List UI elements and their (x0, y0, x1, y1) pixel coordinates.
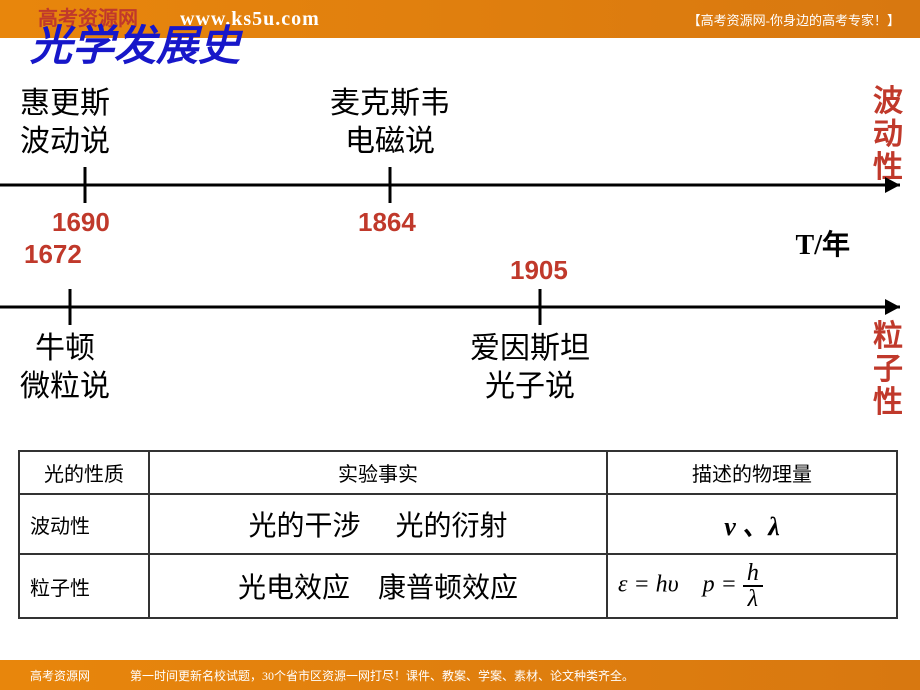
formula-p-left: p = (703, 572, 737, 598)
event-newton: 牛顿 微粒说 (20, 330, 110, 405)
table-row: 波动性 光的干涉 光的衍射 ν 、λ (19, 494, 897, 554)
table-row: 粒子性 光电效应 康普顿效应 ε = hυ p = h λ (19, 554, 897, 618)
col-header-property: 光的性质 (19, 451, 149, 494)
properties-table: 光的性质 实验事实 描述的物理量 波动性 光的干涉 光的衍射 ν 、λ 粒子性 … (18, 450, 898, 619)
row-label-particle: 粒子性 (19, 554, 149, 618)
cell-wave-facts: 光的干涉 光的衍射 (149, 494, 607, 554)
category-particle: 粒子性 (871, 320, 905, 419)
year-1672: 1672 (24, 239, 82, 270)
event-label-line1: 爱因斯坦 (470, 332, 590, 365)
col-header-experiment: 实验事实 (149, 451, 607, 494)
event-label-line1: 牛顿 (35, 332, 95, 365)
event-label-line2: 波动说 (20, 125, 110, 158)
event-label-line2: 电磁说 (345, 125, 435, 158)
year-1690: 1690 (52, 207, 110, 238)
footer-right: 第一时间更新名校试题，30个省市区资源一网打尽！课件、教案、学案、素材、论文种类… (130, 667, 634, 684)
page-title: 光学发展史 (30, 12, 240, 73)
axis-label: T/年 (796, 223, 850, 263)
event-einstein: 爱因斯坦 光子说 (470, 330, 590, 405)
cell-wave-phys: ν 、λ (607, 494, 897, 554)
lower-axis (0, 287, 920, 327)
event-label-line1: 麦克斯韦 (330, 87, 450, 120)
cell-particle-facts: 光电效应 康普顿效应 (149, 554, 607, 618)
event-huygens: 惠更斯 波动说 (20, 85, 110, 160)
formula-epsilon: ε = hυ (618, 572, 679, 598)
event-label-line1: 惠更斯 (20, 87, 110, 120)
event-maxwell: 麦克斯韦 电磁说 (330, 85, 450, 160)
event-label-line2: 光子说 (485, 370, 575, 403)
cell-particle-formula: ε = hυ p = h λ (607, 554, 897, 618)
formula-p-numerator: h (743, 561, 763, 587)
table-header-row: 光的性质 实验事实 描述的物理量 (19, 451, 897, 494)
col-header-quantity: 描述的物理量 (607, 451, 897, 494)
year-1864: 1864 (358, 207, 416, 238)
upper-axis (0, 165, 920, 205)
row-label-wave: 波动性 (19, 494, 149, 554)
formula-p-denominator: λ (743, 587, 763, 611)
footer-bar: 高考资源网 第一时间更新名校试题，30个省市区资源一网打尽！课件、教案、学案、素… (0, 660, 920, 690)
formula-p-fraction: h λ (743, 561, 763, 611)
year-1905: 1905 (510, 255, 568, 286)
footer-left: 高考资源网 (30, 667, 90, 684)
header-tagline: 【高考资源网-你身边的高考专家！】 (688, 10, 900, 29)
event-label-line2: 微粒说 (20, 370, 110, 403)
